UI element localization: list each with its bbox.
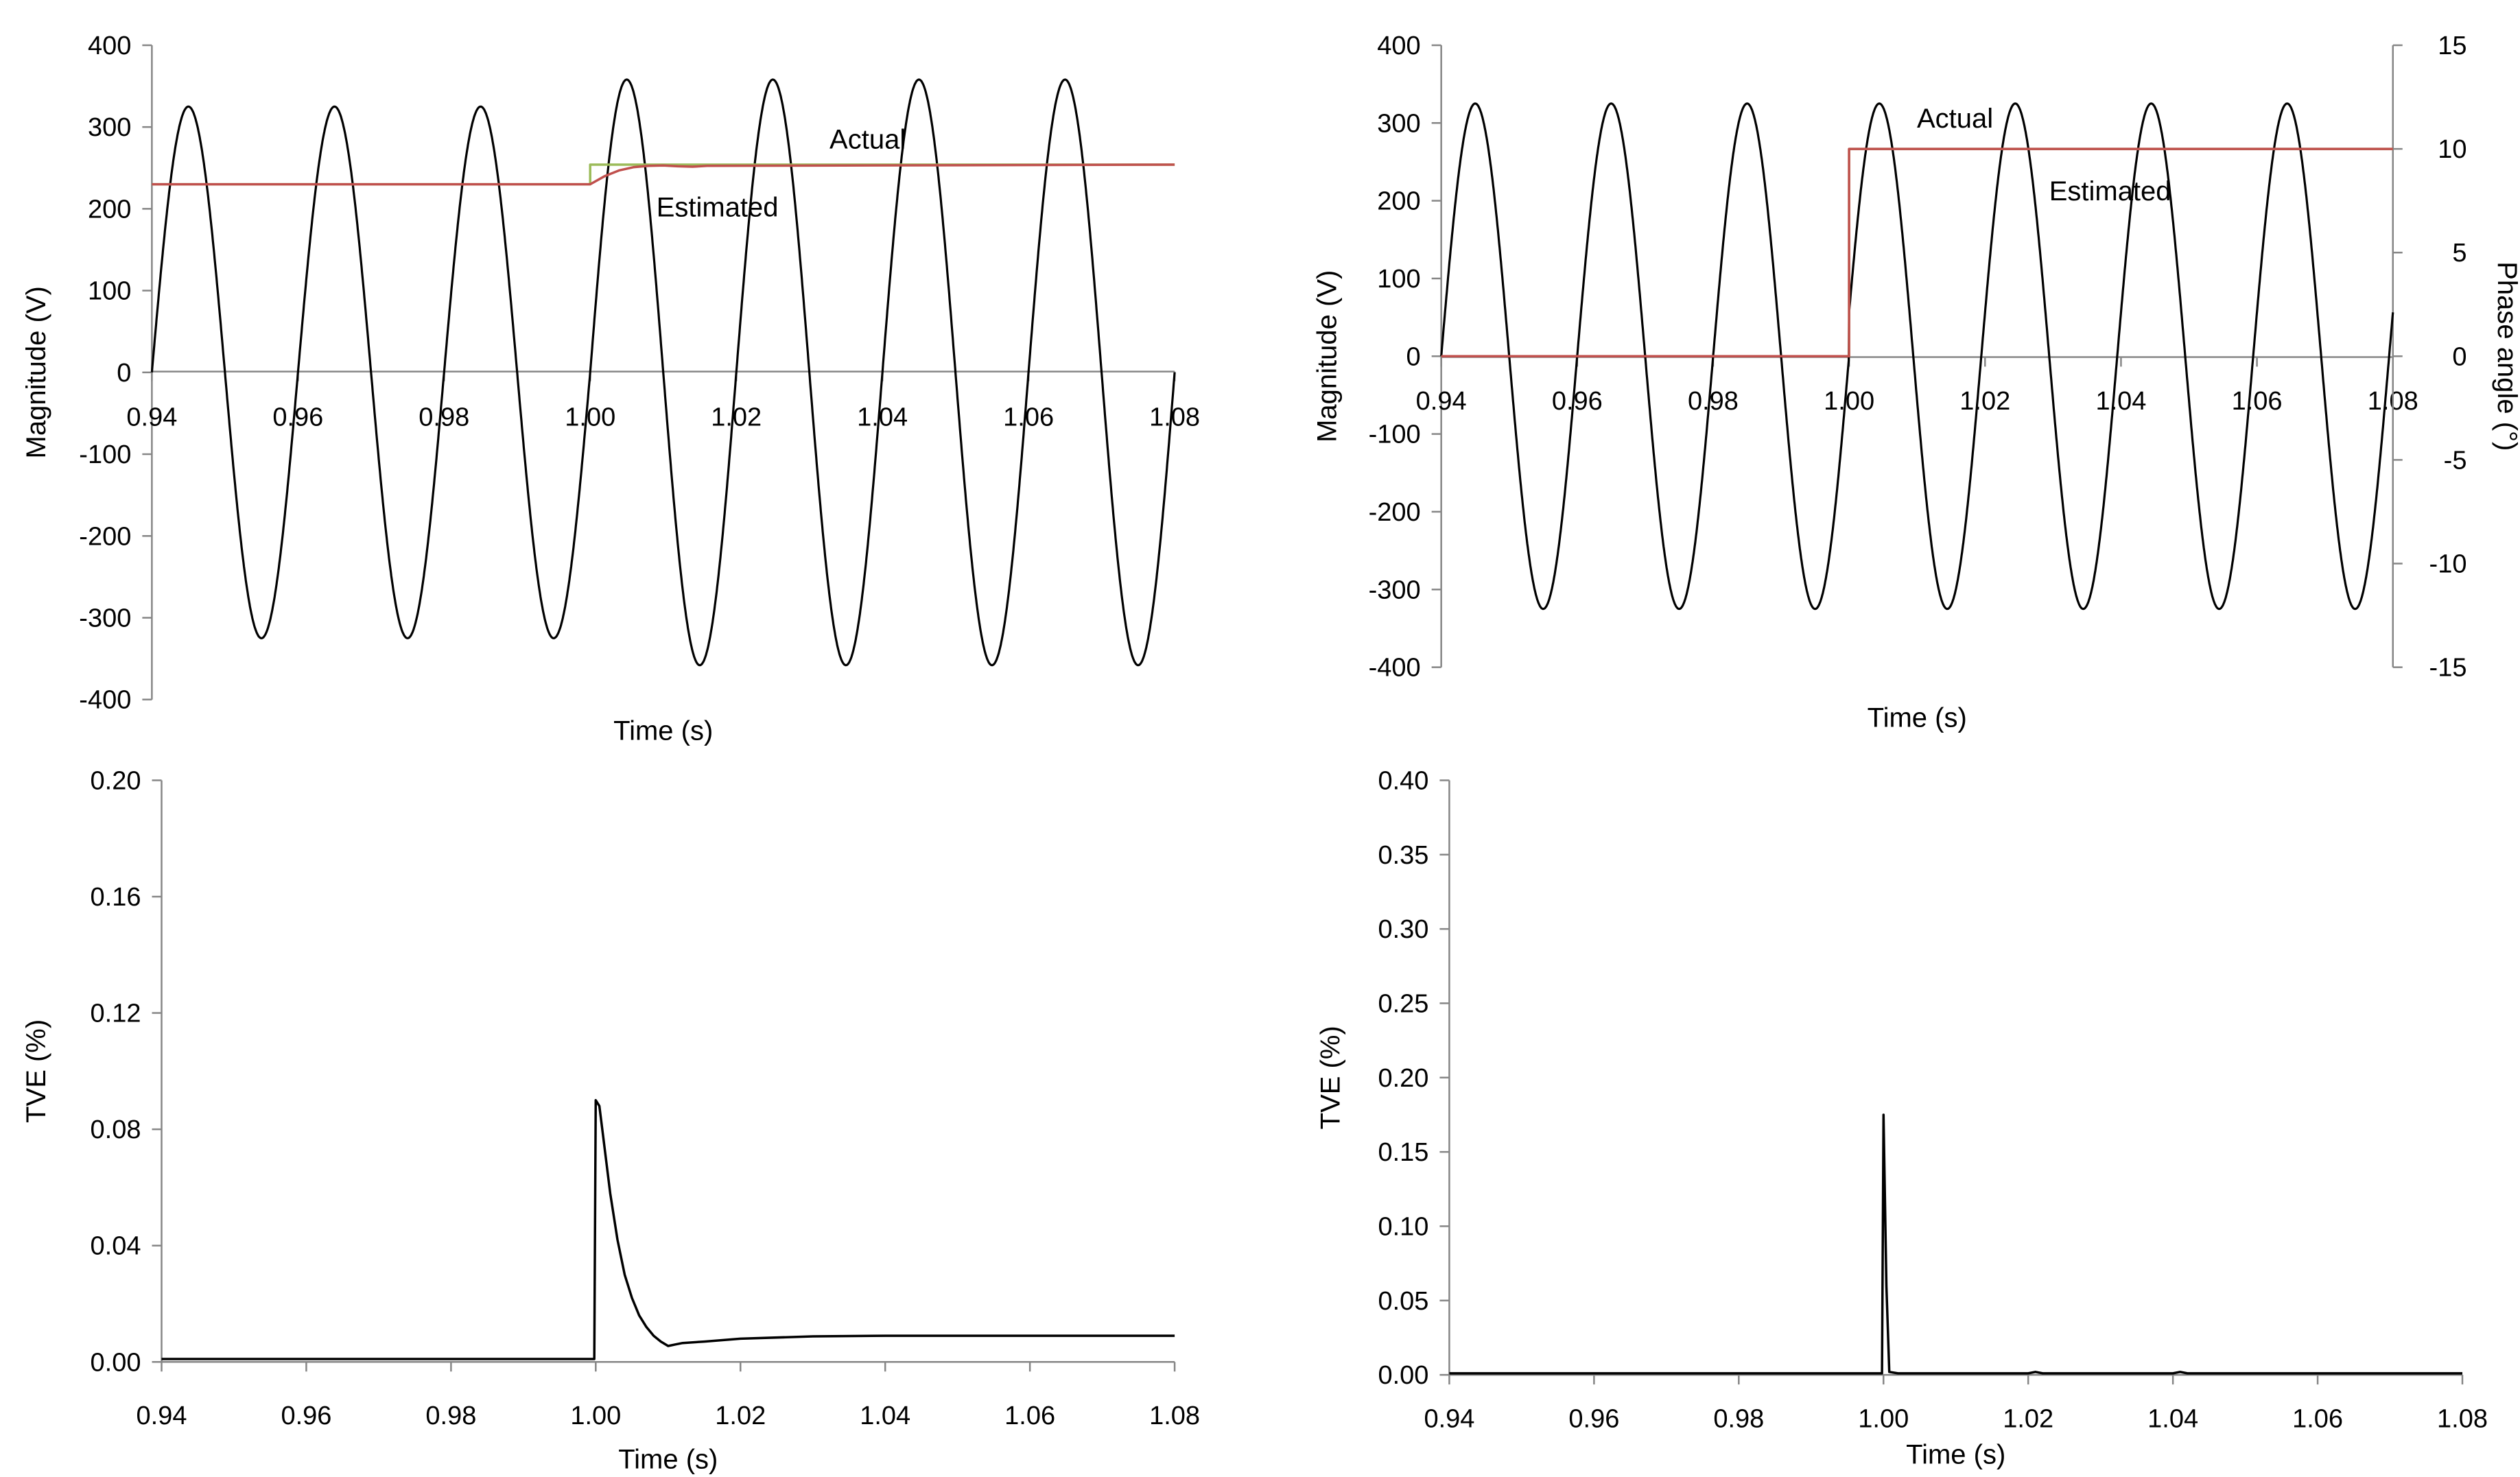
x-tick-label: 0.96 <box>1552 387 1603 416</box>
series-waveform-line <box>150 78 1176 667</box>
y-tick-label: 0.30 <box>1378 915 1428 944</box>
x-tick-label: 0.94 <box>126 403 177 432</box>
x-tick-label: 0.94 <box>1424 1405 1474 1434</box>
y-tick-label: 0.25 <box>1378 989 1428 1018</box>
x-tick-label: 1.02 <box>1959 387 2010 416</box>
y-tick-label: 0.15 <box>1378 1138 1428 1167</box>
y-tick-label: 100 <box>88 277 131 306</box>
x-tick-label: 0.94 <box>137 1402 187 1430</box>
y-tick-label: 0.00 <box>1378 1361 1428 1390</box>
y2-tick-label: 15 <box>2438 32 2466 60</box>
x-tick-label: 0.96 <box>281 1402 331 1430</box>
x-tick-label: 0.98 <box>419 403 469 432</box>
x-tick-label: 0.98 <box>1713 1405 1764 1434</box>
y-tick-label: 0.10 <box>1378 1212 1428 1241</box>
y-tick-label: 0.35 <box>1378 841 1428 870</box>
series-estimated-line <box>152 163 1175 186</box>
annotation-estimated: Estimated <box>657 193 779 223</box>
x-tick-label: 0.96 <box>1568 1405 1619 1434</box>
y-tick-label: -300 <box>79 604 131 633</box>
series-estimated-line <box>1441 147 2393 358</box>
x-tick-label: 1.00 <box>1858 1405 1909 1434</box>
y2-tick-label: 10 <box>2438 135 2466 164</box>
x-tick-label: 1.00 <box>1824 387 1874 416</box>
y-tick-label: 0.05 <box>1378 1287 1428 1316</box>
series-actual-line <box>1441 147 2393 358</box>
annotation-actual: Actual <box>1917 104 1993 134</box>
x-tick-label: 1.08 <box>2437 1405 2488 1434</box>
chart-top-left: 400 300 200 100 0 -100 -200 -300 -400 0.94 0.96 0.9… <box>21 32 1200 746</box>
x-tick-label: 0.94 <box>1416 387 1467 416</box>
x-tick-label: 1.04 <box>2147 1405 2198 1434</box>
annotation-actual: Actual <box>829 125 906 155</box>
y-tick-label: 300 <box>1377 109 1420 138</box>
y-tick-label: 0.20 <box>1378 1064 1428 1093</box>
y2-tick-label: 0 <box>2452 342 2466 371</box>
y-tick-label: -200 <box>1369 498 1421 527</box>
x-tick-label: 1.06 <box>1003 403 1054 432</box>
x-tick-label: 1.04 <box>860 1402 910 1430</box>
x-tick-label: 1.04 <box>857 403 908 432</box>
x-tick-label: 1.02 <box>715 1402 766 1430</box>
x-tick-label: 1.02 <box>711 403 762 432</box>
y2-tick-label: -15 <box>2429 654 2467 683</box>
series-actual-line <box>152 163 1175 186</box>
y2-axis-title: Phase angle (°) <box>2492 261 2520 451</box>
x-tick-label: 1.06 <box>1004 1402 1055 1430</box>
y-tick-label: -100 <box>1369 421 1421 449</box>
x-axis-title: Time (s) <box>1868 703 1967 733</box>
x-tick-label: 1.00 <box>570 1402 621 1430</box>
y2-tick-label: 5 <box>2452 239 2466 268</box>
y-tick-label: 300 <box>88 113 131 142</box>
y-axis-title: Magnitude (V) <box>1312 270 1343 442</box>
x-tick-label: 1.08 <box>1149 403 1200 432</box>
chart-bottom-left: 0.20 0.16 0.12 0.08 0.04 0.00 0.94 0.96 0.98 1.00… <box>21 766 1200 1474</box>
y-tick-label: 0.04 <box>91 1232 141 1261</box>
y-tick-label: 0.16 <box>91 883 141 912</box>
series-tve-line <box>161 1099 1175 1360</box>
y-tick-label: 0.40 <box>1378 766 1428 795</box>
x-tick-label: 1.06 <box>2292 1405 2343 1434</box>
y-axis-title: TVE (%) <box>1315 1026 1345 1129</box>
y-tick-label: 0 <box>1406 342 1421 371</box>
y-tick-label: 200 <box>88 195 131 224</box>
x-tick-label: 1.08 <box>1149 1402 1200 1430</box>
y-tick-label: 400 <box>88 32 131 60</box>
y-tick-label: 400 <box>1377 32 1420 60</box>
y-tick-label: 0.00 <box>91 1348 141 1377</box>
y-tick-label: 0.08 <box>91 1115 141 1144</box>
x-axis-title: Time (s) <box>618 1445 718 1475</box>
y-axis-title: Magnitude (V) <box>21 286 51 458</box>
y-tick-label: -200 <box>79 522 131 551</box>
y-tick-label: 0.20 <box>91 766 141 795</box>
y-axis-title: TVE (%) <box>21 1019 51 1123</box>
y-tick-label: 0.12 <box>91 1000 141 1028</box>
y-tick-label: -400 <box>1369 654 1421 683</box>
y-tick-label: -300 <box>1369 576 1421 604</box>
y-tick-label: -400 <box>79 686 131 715</box>
y-tick-label: 200 <box>1377 187 1420 216</box>
x-tick-label: 1.04 <box>2095 387 2146 416</box>
x-tick-label: 1.06 <box>2232 387 2283 416</box>
x-tick-label: 1.02 <box>2003 1405 2053 1434</box>
y-tick-label: 100 <box>1377 265 1420 294</box>
x-tick-label: 0.98 <box>425 1402 476 1430</box>
y-tick-label: -100 <box>79 440 131 469</box>
x-axis-title: Time (s) <box>613 716 713 746</box>
annotation-estimated: Estimated <box>2049 176 2171 206</box>
x-axis-title: Time (s) <box>1906 1440 2005 1470</box>
series-waveform-line <box>1440 102 2394 611</box>
y-tick-label: 0 <box>117 359 131 388</box>
y2-tick-label: -5 <box>2444 446 2467 475</box>
x-tick-label: 0.98 <box>1688 387 1739 416</box>
series-tve-line <box>1449 1113 2462 1375</box>
y2-tick-label: -10 <box>2429 550 2467 579</box>
chart-bottom-right: 0.40 0.35 0.30 0.25 0.20 0.15 0.10 0.05 0.00 0.94… <box>1315 766 2488 1469</box>
x-tick-label: 0.96 <box>272 403 323 432</box>
x-tick-label: 1.00 <box>565 403 615 432</box>
